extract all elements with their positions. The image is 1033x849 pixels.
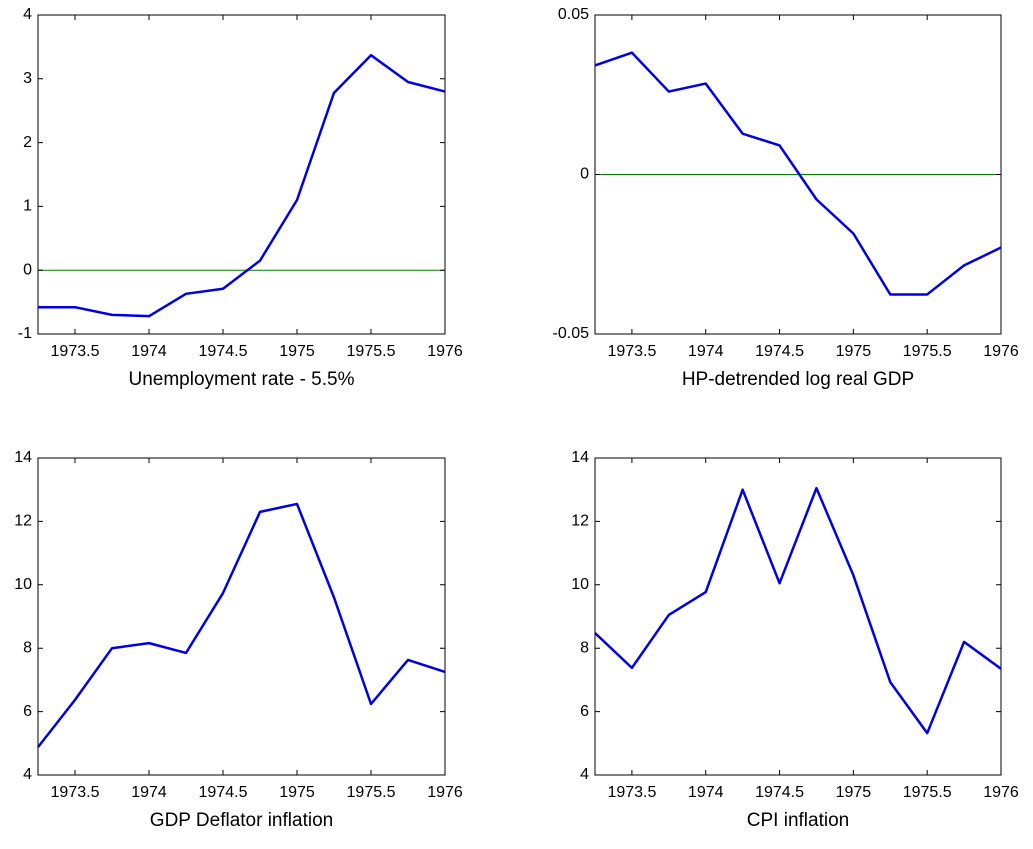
x-tick-label: 1975 xyxy=(279,784,315,801)
y-tick-label: 0.05 xyxy=(558,6,589,23)
x-tick-label: 1973.5 xyxy=(51,784,100,801)
y-tick-label: 10 xyxy=(571,576,589,593)
y-tick-label: 12 xyxy=(14,513,32,530)
x-tick-label: 1974 xyxy=(131,343,167,360)
x-axis-label: CPI inflation xyxy=(747,810,849,831)
x-axis-label: GDP Deflator inflation xyxy=(150,810,333,831)
y-tick-label: -1 xyxy=(18,325,32,342)
y-tick-label: 12 xyxy=(571,513,589,530)
x-tick-label: 1974 xyxy=(131,784,167,801)
x-tick-label: 1975.5 xyxy=(903,343,952,360)
plot-area xyxy=(37,14,446,335)
x-tick-label: 1975.5 xyxy=(347,343,396,360)
x-tick-label: 1976 xyxy=(983,343,1019,360)
x-tick-label: 1974.5 xyxy=(755,343,804,360)
y-tick-label: -0.05 xyxy=(553,325,590,342)
y-tick-label: 1 xyxy=(23,198,32,215)
x-tick-label: 1976 xyxy=(427,784,463,801)
y-tick-label: 14 xyxy=(571,449,589,466)
y-tick-label: 10 xyxy=(14,576,32,593)
x-tick-label: 1976 xyxy=(983,784,1019,801)
x-tick-label: 1975 xyxy=(836,784,872,801)
y-tick-label: 6 xyxy=(580,703,589,720)
x-tick-label: 1973.5 xyxy=(51,343,100,360)
x-tick-label: 1976 xyxy=(427,343,463,360)
y-tick-label: 4 xyxy=(580,766,589,783)
x-tick-label: 1974.5 xyxy=(755,784,804,801)
x-tick-label: 1975.5 xyxy=(903,784,952,801)
y-tick-label: 4 xyxy=(23,6,32,23)
series-line xyxy=(38,53,446,318)
x-tick-label: 1975 xyxy=(836,343,872,360)
y-tick-label: 2 xyxy=(23,134,32,151)
x-tick-label: 1974.5 xyxy=(199,343,248,360)
series-line xyxy=(594,51,1002,296)
y-tick-label: 8 xyxy=(23,639,32,656)
y-tick-label: 6 xyxy=(23,703,32,720)
series-line xyxy=(594,486,1002,735)
x-tick-label: 1974 xyxy=(688,784,724,801)
x-tick-label: 1975.5 xyxy=(347,784,396,801)
series-line xyxy=(37,502,446,748)
y-tick-label: 4 xyxy=(23,766,32,783)
x-tick-label: 1973.5 xyxy=(607,343,656,360)
x-axis-label: Unemployment rate - 5.5% xyxy=(129,369,355,390)
x-tick-label: 1973.5 xyxy=(607,784,656,801)
x-tick-label: 1975 xyxy=(279,343,315,360)
y-tick-label: 0 xyxy=(580,166,589,183)
x-tick-label: 1974 xyxy=(688,343,724,360)
y-tick-label: 8 xyxy=(580,639,589,656)
y-tick-label: 14 xyxy=(14,449,32,466)
y-tick-label: 3 xyxy=(23,70,32,87)
y-tick-label: 0 xyxy=(23,261,32,278)
x-axis-label: HP-detrended log real GDP xyxy=(682,369,914,390)
plot-area xyxy=(37,457,446,776)
plot-area xyxy=(594,457,1002,776)
x-tick-label: 1974.5 xyxy=(199,784,248,801)
